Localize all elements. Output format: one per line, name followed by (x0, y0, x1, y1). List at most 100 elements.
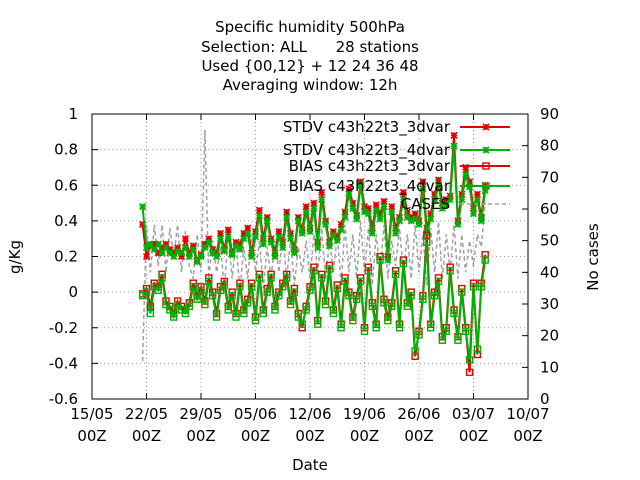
legend-label: STDV c43h22t3_3dvar (283, 118, 451, 137)
data-point (205, 235, 213, 243)
y2-tick-label: 30 (540, 295, 559, 313)
data-point (423, 229, 431, 237)
x-tick-label-hour: 00Z (186, 427, 215, 445)
data-point (244, 299, 252, 307)
data-point (318, 188, 326, 196)
data-point (283, 208, 291, 216)
data-point (434, 181, 443, 189)
data-point (174, 247, 182, 255)
data-point (166, 245, 174, 253)
data-point (220, 247, 228, 255)
data-point (197, 252, 205, 261)
data-point (314, 320, 322, 328)
x-tick-label-hour: 00Z (350, 427, 379, 445)
data-point (337, 226, 345, 234)
x-tick-label-date: 05/06 (234, 405, 277, 423)
data-point (356, 277, 365, 286)
data-point (450, 131, 458, 139)
data-point (399, 259, 408, 268)
data-point (263, 288, 271, 296)
data-point (415, 220, 423, 229)
data-point (458, 288, 466, 296)
data-point (353, 215, 361, 223)
y-axis-right: 0 10 20 30 40 50 60 70 80 90 (522, 105, 559, 408)
y-tick-label: 0.4 (54, 212, 78, 230)
data-point (267, 238, 275, 246)
data-point (376, 210, 384, 218)
data-point (384, 316, 392, 325)
y2-tick-label: 0 (540, 390, 550, 408)
y2-tick-label: 60 (540, 200, 559, 218)
title-line-3: Used {00,12} + 12 24 36 48 (201, 57, 418, 75)
data-point (329, 231, 337, 239)
data-point (193, 295, 201, 303)
data-point (275, 291, 283, 300)
data-point (185, 252, 193, 261)
data-point (240, 235, 248, 243)
data-point (314, 244, 322, 252)
data-point (267, 274, 275, 282)
data-point (465, 368, 474, 376)
data-point (150, 240, 158, 248)
data-point (403, 213, 411, 221)
x-tick-label-hour: 00Z (404, 427, 433, 445)
data-point (166, 306, 174, 314)
data-point (442, 327, 450, 336)
data-point (139, 203, 147, 211)
y2-tick-label: 50 (540, 232, 559, 250)
data-point (154, 240, 162, 248)
data-point (236, 245, 244, 253)
data-point (142, 252, 151, 261)
data-point (248, 252, 256, 261)
data-point (395, 217, 404, 225)
data-point (384, 256, 392, 264)
data-point (212, 313, 221, 321)
data-point (213, 252, 221, 261)
data-point (372, 201, 380, 209)
x-tick-label-date: 26/06 (397, 405, 440, 423)
data-point (162, 244, 170, 252)
data-point (263, 217, 271, 225)
data-point (189, 245, 197, 253)
data-point (333, 284, 341, 293)
data-point (166, 249, 174, 257)
data-point (419, 185, 427, 193)
data-point (380, 299, 388, 307)
data-point (177, 252, 186, 261)
data-point (162, 300, 170, 309)
data-point (450, 309, 458, 318)
data-point (244, 229, 252, 237)
x-tick-label-hour: 00Z (132, 427, 161, 445)
data-point (388, 203, 396, 211)
data-point (236, 240, 244, 248)
data-point (431, 195, 439, 204)
data-point (325, 265, 334, 273)
data-point (170, 313, 178, 321)
data-point (469, 283, 478, 291)
data-point (337, 324, 345, 332)
data-point (224, 233, 232, 241)
data-point (259, 240, 267, 248)
data-point (481, 256, 489, 264)
data-point (438, 204, 446, 212)
data-point (321, 300, 330, 309)
y-tick-label: 0.8 (54, 141, 78, 159)
y2-tick-label: 40 (540, 263, 559, 281)
data-point (283, 213, 291, 221)
data-point (329, 227, 337, 236)
data-point (345, 291, 353, 300)
data-point (466, 178, 474, 186)
y-axis-label: g/Kg (6, 240, 24, 274)
data-point (244, 224, 252, 232)
data-point (376, 215, 384, 223)
y2-tick-label: 10 (540, 358, 559, 376)
data-point (419, 295, 427, 303)
data-point (360, 327, 369, 336)
data-point (181, 309, 190, 318)
data-point (466, 183, 474, 191)
legend-marker (482, 182, 490, 190)
data-point (279, 244, 287, 252)
data-point (446, 195, 454, 204)
data-point (240, 309, 248, 318)
